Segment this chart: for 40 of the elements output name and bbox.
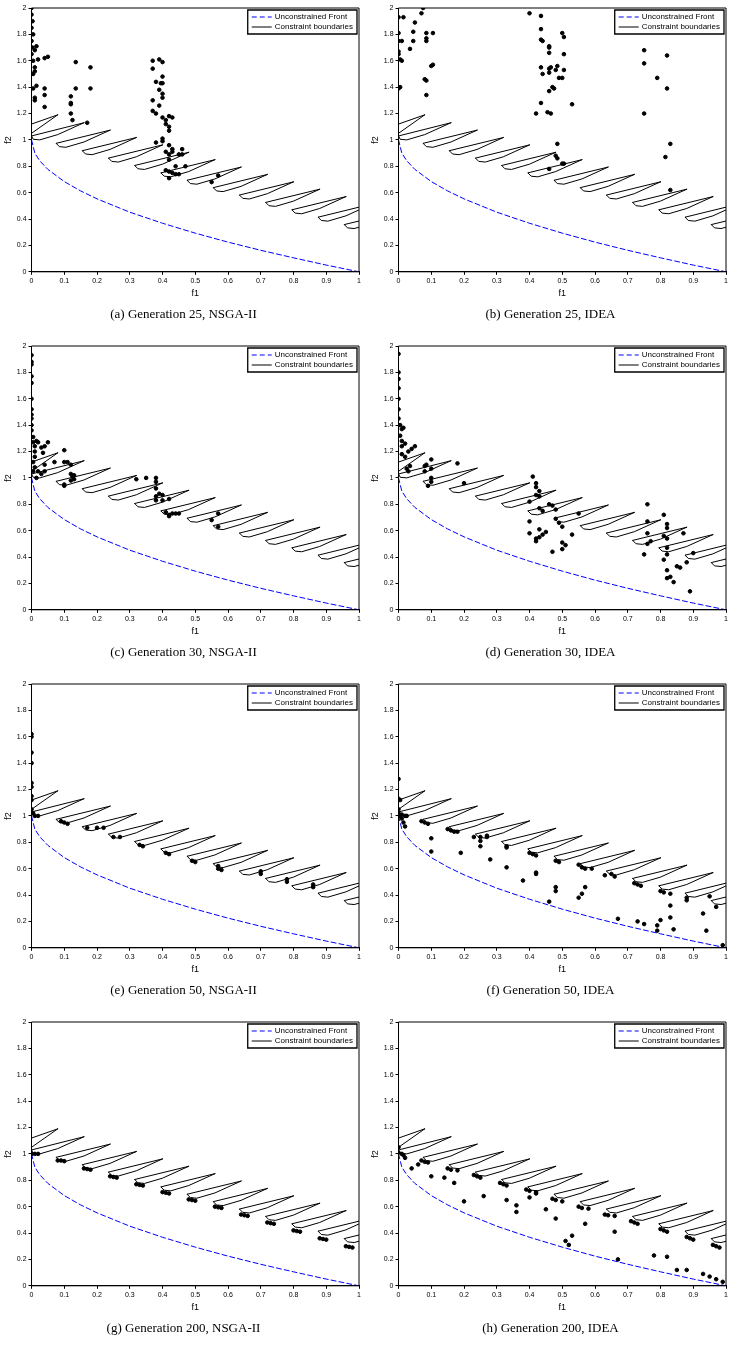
x-axis-title: f1 xyxy=(558,964,567,975)
x-axis-title: f1 xyxy=(191,1302,200,1313)
x-axis-title: f1 xyxy=(191,288,200,299)
legend-label: Unconstrained Front xyxy=(641,688,715,698)
legend-label: Constraint boundaries xyxy=(274,1036,354,1046)
legend-label: Constraint boundaries xyxy=(641,1036,721,1046)
legend-label: Unconstrained Front xyxy=(274,12,348,22)
text: (b) Generation 25, IDEA xyxy=(484,306,617,322)
legend-label: Constraint boundaries xyxy=(274,360,354,370)
x-axis-title: f1 xyxy=(191,626,200,637)
x-axis-title: f1 xyxy=(558,626,567,637)
legend-label: Constraint boundaries xyxy=(274,22,354,32)
legend-label: Constraint boundaries xyxy=(641,22,721,32)
x-axis-title: f1 xyxy=(191,964,200,975)
y-axis-title: f2 xyxy=(2,474,13,482)
text: (f) Generation 50, IDEA xyxy=(485,982,616,998)
text: (e) Generation 50, NSGA-II xyxy=(109,982,258,998)
x-axis-title: f1 xyxy=(558,288,567,299)
legend-label: Unconstrained Front xyxy=(641,1026,715,1036)
x-axis-title: f1 xyxy=(558,1302,567,1313)
y-axis-title: f2 xyxy=(369,812,380,820)
legend-label: Unconstrained Front xyxy=(274,350,348,360)
y-axis-title: f2 xyxy=(2,1150,13,1158)
y-axis-title: f2 xyxy=(369,136,380,144)
y-axis-title: f2 xyxy=(2,136,13,144)
legend-label: Constraint boundaries xyxy=(274,698,354,708)
legend-label: Unconstrained Front xyxy=(274,688,348,698)
y-axis-title: f2 xyxy=(369,474,380,482)
text: (d) Generation 30, IDEA xyxy=(484,644,617,660)
text: (c) Generation 30, NSGA-II xyxy=(109,644,258,660)
text: (h) Generation 200, IDEA xyxy=(481,1320,620,1336)
legend-label: Constraint boundaries xyxy=(641,360,721,370)
legend-label: Unconstrained Front xyxy=(274,1026,348,1036)
y-axis-title: f2 xyxy=(2,812,13,820)
y-axis-title: f2 xyxy=(369,1150,380,1158)
text: (a) Generation 25, NSGA-II xyxy=(109,306,258,322)
text: (g) Generation 200, NSGA-II xyxy=(105,1320,262,1336)
legend-label: Unconstrained Front xyxy=(641,350,715,360)
legend-label: Constraint boundaries xyxy=(641,698,721,708)
legend-label: Unconstrained Front xyxy=(641,12,715,22)
